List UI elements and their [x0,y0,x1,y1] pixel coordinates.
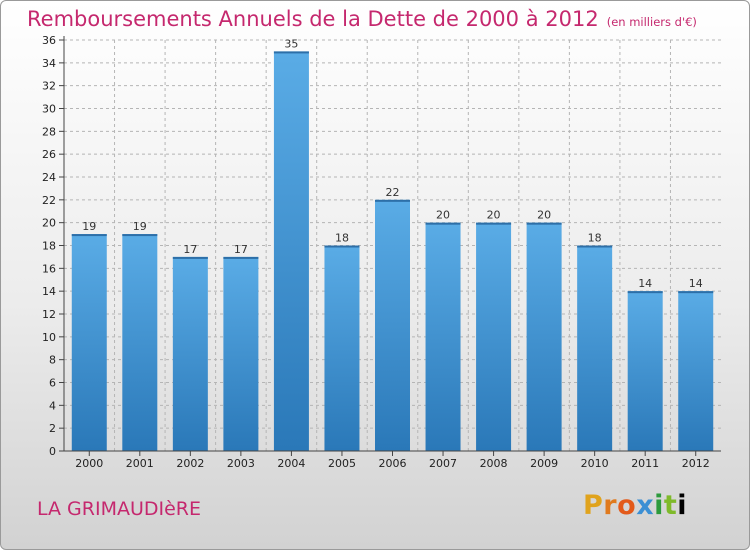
bar [678,291,714,451]
bar [425,222,461,451]
data-label: 19 [133,220,147,233]
logo-letter: r [603,490,618,521]
x-tick-label: 2003 [227,457,255,470]
x-tick-label: 2001 [126,457,154,470]
bar-top-edge [172,256,208,259]
x-tick-label: 2011 [631,457,659,470]
bar-top-edge [526,222,562,225]
y-tick-label: 18 [42,240,56,253]
y-tick-label: 4 [49,399,56,412]
data-label: 14 [638,277,652,290]
y-tick-label: 32 [42,80,56,93]
bar-top-edge [425,222,461,225]
logo-letter: i [654,490,664,521]
data-label: 14 [689,277,703,290]
axes [59,36,721,456]
bar-top-edge [324,245,360,248]
y-tick-label: 28 [42,125,56,138]
y-tick-label: 14 [42,285,56,298]
data-label: 20 [436,209,450,222]
x-tick-label: 2012 [682,457,710,470]
logo-letter: i [677,490,688,521]
data-label: 20 [537,209,551,222]
logo-letter: t [663,490,678,521]
bar [122,234,158,451]
y-tick-label: 2 [49,422,56,435]
chart-title-block: Remboursements Annuels de la Dette de 20… [27,7,697,31]
bar [375,199,410,451]
data-label: 18 [588,232,602,245]
x-tick-label: 2005 [328,457,356,470]
bar-top-edge [223,256,259,259]
bar [526,222,562,451]
bar [273,51,309,452]
chart-title: Remboursements Annuels de la Dette de 20… [27,7,599,31]
logo-letter: P [583,490,604,521]
y-tick-label: 8 [49,354,56,367]
data-label: 19 [82,220,96,233]
data-label: 20 [487,209,501,222]
bar-top-edge [678,291,714,294]
y-tick-label: 16 [42,262,56,275]
x-tick-label: 2000 [75,457,103,470]
y-tick-label: 22 [42,194,56,207]
bars [71,51,714,452]
bar-top-edge [577,245,613,248]
bar [476,222,512,451]
y-tick-label: 20 [42,217,56,230]
bar [324,245,360,451]
logo-letter: o [617,490,637,521]
x-tick-label: 2004 [277,457,305,470]
x-tick-label: 2002 [176,457,204,470]
y-tick-label: 36 [42,34,56,47]
y-tick-label: 30 [42,103,56,116]
bar-top-edge [273,51,309,54]
commune-name: LA GRIMAUDIèRE [37,498,202,520]
data-label: 17 [234,243,248,256]
y-tick-label: 24 [42,171,56,184]
bar [577,245,613,451]
data-label: 17 [183,243,197,256]
y-tick-label: 26 [42,148,56,161]
bar-top-edge [375,199,410,202]
chart-subtitle: (en milliers d'€) [606,15,697,29]
labels: 0246810121416182022242628303234361920001… [42,34,710,470]
data-label: 22 [386,186,400,199]
y-tick-label: 34 [42,57,56,70]
x-tick-label: 2009 [530,457,558,470]
y-tick-label: 6 [49,377,56,390]
bar [172,256,208,451]
bar [71,234,107,451]
bar-top-edge [627,291,663,294]
bar-top-edge [122,234,158,237]
x-tick-label: 2007 [429,457,457,470]
y-tick-label: 12 [42,308,56,321]
logo-letter: x [636,490,655,521]
y-tick-label: 10 [42,331,56,344]
x-tick-label: 2010 [581,457,609,470]
bar [627,291,663,451]
proxiti-logo: Proxiti [583,490,687,521]
x-tick-label: 2006 [379,457,407,470]
bar [223,256,259,451]
bar-top-edge [71,234,107,237]
data-label: 35 [284,37,298,50]
y-tick-label: 0 [49,445,56,458]
data-label: 18 [335,232,349,245]
bar-top-edge [476,222,512,225]
x-tick-label: 2008 [480,457,508,470]
